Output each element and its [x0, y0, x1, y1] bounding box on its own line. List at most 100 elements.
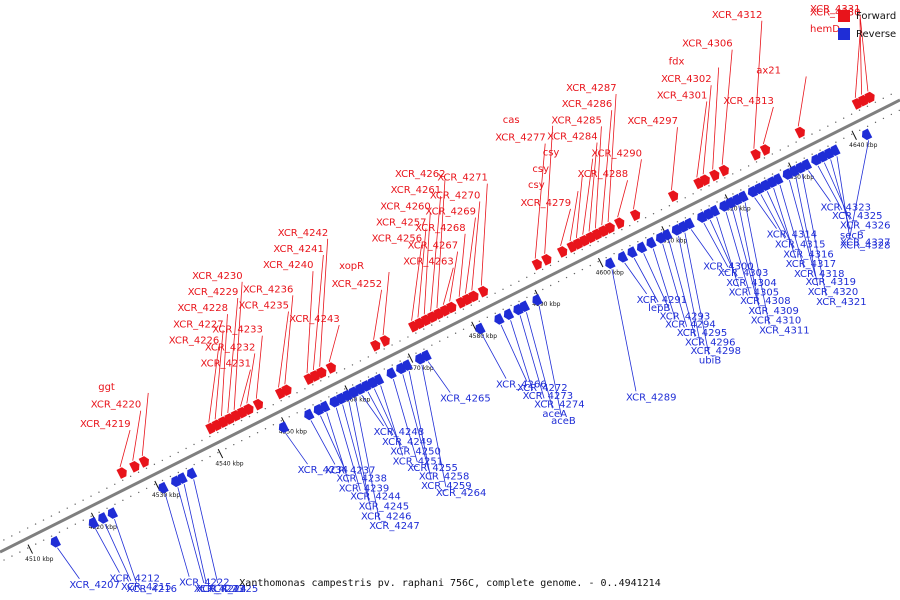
gene-leader-line	[690, 229, 714, 261]
legend-forward: Forward	[838, 8, 900, 24]
track-dot	[288, 396, 290, 398]
reverse-gene-arrow	[177, 472, 188, 484]
track-dot	[114, 483, 116, 485]
gene-leader-line	[859, 14, 869, 92]
gene-body	[519, 300, 530, 313]
gene-body	[585, 231, 596, 244]
gene-label: XCR_4302	[661, 74, 712, 85]
genome-backbone	[0, 93, 900, 561]
gene-body	[468, 290, 479, 303]
track-dot	[549, 284, 552, 287]
gene-body	[782, 168, 794, 180]
track-dot	[383, 368, 386, 370]
forward-gene-arrow	[709, 169, 720, 182]
track-dot	[676, 221, 679, 223]
gene-leader-line	[480, 183, 488, 286]
gene-body	[243, 403, 254, 416]
reverse-gene-arrow	[415, 352, 426, 365]
track-dot	[676, 201, 678, 203]
reverse-gene-arrow	[421, 349, 432, 362]
gene-body	[373, 373, 385, 386]
track-dot	[145, 487, 148, 490]
gene-body	[754, 182, 765, 195]
track-dot	[874, 101, 877, 104]
gene-leader-line	[373, 388, 401, 446]
reverse-gene-arrow	[782, 168, 794, 180]
reverse-gene-arrow	[823, 147, 835, 160]
track-dot	[399, 360, 401, 362]
reverse-gene-arrow	[475, 322, 486, 335]
forward-gene-arrow	[414, 317, 425, 330]
track-dot	[462, 308, 465, 310]
track-dot	[367, 356, 370, 358]
gene-label: XCR_4222	[179, 578, 230, 589]
track-dot	[478, 320, 481, 323]
gene-body	[572, 238, 584, 250]
gene-leader-line	[132, 410, 142, 461]
reverse-gene-arrow	[725, 196, 736, 209]
track-dot	[644, 216, 647, 219]
track-dot	[866, 125, 869, 128]
track-dot	[462, 328, 465, 330]
gene-label: fdx	[669, 56, 685, 67]
gene-label: XCR_4251	[393, 456, 444, 467]
forward-gene-arrow	[477, 285, 489, 298]
gene-body	[655, 231, 667, 244]
gene-body	[107, 507, 119, 519]
gene-leader-line	[569, 191, 579, 242]
gene-label: cas	[503, 115, 520, 126]
gene-leader-line	[836, 156, 851, 240]
gene-label: XCR_4289	[626, 392, 677, 403]
gene-label: XCR_4312	[712, 10, 763, 21]
gene-label: lepB	[648, 303, 670, 314]
track-dot	[763, 177, 766, 179]
track-dot	[217, 431, 219, 434]
track-dot	[866, 105, 869, 107]
gene-leader-line	[595, 126, 602, 229]
gene-body	[335, 392, 347, 405]
gene-label: csy	[528, 180, 545, 191]
forward-gene-arrow	[408, 320, 419, 333]
track-dot	[336, 392, 338, 394]
forward-gene-arrow	[556, 246, 568, 258]
reverse-gene-arrow	[789, 165, 800, 177]
track-dot	[288, 416, 290, 418]
gene-leader-line	[760, 194, 786, 239]
reverse-gene-arrow	[801, 158, 813, 171]
track-dot	[692, 213, 694, 215]
track-dot	[708, 185, 710, 187]
gene-leader-line	[208, 346, 220, 423]
track-dot	[11, 535, 13, 537]
gene-leader-line	[214, 330, 224, 420]
track-dot	[145, 467, 148, 470]
gene-body	[325, 362, 336, 374]
reverse-gene-arrow	[719, 200, 730, 212]
track-dot	[842, 117, 845, 119]
forward-gene-arrow	[591, 228, 603, 241]
forward-gene-arrow	[217, 416, 229, 429]
tick-mark	[407, 353, 414, 363]
reverse-gene-arrow	[513, 303, 524, 316]
gene-leader-line	[335, 407, 361, 491]
gene-label: XCR_4326	[840, 221, 891, 232]
gene-label: aceB	[551, 416, 576, 427]
forward-gene-arrow	[851, 98, 862, 110]
forward-gene-arrow	[379, 335, 390, 347]
gene-label: ax21	[756, 65, 781, 76]
gene-leader-line	[859, 18, 863, 95]
gene-label: XCR_4256	[372, 234, 423, 245]
gene-body	[773, 173, 784, 185]
track-dot	[605, 236, 607, 239]
gene-leader-line	[575, 174, 583, 238]
track-dot	[328, 376, 330, 378]
gene-leader-line	[348, 401, 372, 511]
gene-leader-line	[310, 420, 336, 465]
reverse-gene-arrow	[88, 516, 100, 529]
gene-leader-line	[417, 228, 427, 318]
track-dot	[581, 248, 583, 251]
gene-leader-line	[538, 305, 562, 415]
gene-leader-line	[544, 125, 554, 254]
gene-leader-line	[588, 142, 598, 232]
gene-label: XCR_4223	[194, 584, 245, 595]
gene-body	[158, 481, 169, 494]
